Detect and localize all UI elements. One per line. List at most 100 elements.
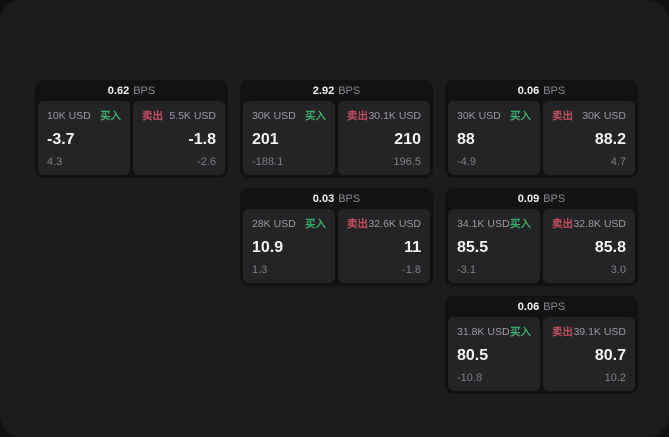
sell-panel-top: 卖出 30K USD	[552, 108, 626, 123]
buy-panel-top: 34.1K USD 买入	[457, 216, 531, 231]
buy-tag[interactable]: 买入	[305, 110, 326, 122]
sell-panel[interactable]: 卖出 5.5K USD -1.8 -2.6	[133, 101, 225, 175]
bps-value: 0.06	[517, 300, 540, 313]
sell-sub-value: 196.5	[393, 156, 421, 168]
buy-panel-top: 31.8K USD 买入	[457, 324, 531, 339]
sell-panel[interactable]: 卖出 30.1K USD 210 196.5	[338, 101, 430, 175]
sell-panel-top: 卖出 32.6K USD	[347, 216, 421, 231]
sell-panel-top: 卖出 39.1K USD	[552, 324, 626, 339]
sell-tag[interactable]: 卖出	[552, 326, 573, 338]
sell-price: 85.8	[594, 239, 626, 256]
buy-panel[interactable]: 34.1K USD 买入 85.5 -3.1	[448, 209, 540, 283]
buy-price: 88	[457, 131, 475, 148]
sell-panel[interactable]: 卖出 32.6K USD 11 -1.8	[338, 209, 430, 283]
card-header: 0.09 BPS	[445, 188, 638, 209]
quote-card[interactable]: 0.03 BPS 28K USD 买入 10.9 1.3 卖出 32.6K US…	[240, 188, 433, 286]
sell-tag[interactable]: 卖出	[347, 110, 368, 122]
buy-price: 10.9	[252, 239, 284, 256]
buy-price: 80.5	[457, 347, 489, 364]
buy-price: 85.5	[457, 239, 489, 256]
quote-card[interactable]: 0.06 BPS 30K USD 买入 88 -4.9 卖出 30K USD 8…	[445, 80, 638, 178]
buy-tag[interactable]: 买入	[510, 218, 531, 230]
sell-amount: 32.8K USD	[573, 217, 626, 230]
bps-unit-label: BPS	[133, 84, 156, 97]
sell-price: 210	[394, 131, 421, 148]
card-header: 0.03 BPS	[240, 188, 433, 209]
bps-value: 0.03	[312, 192, 335, 205]
buy-amount: 31.8K USD	[457, 325, 510, 338]
buy-panel-top: 30K USD 买入	[457, 108, 531, 123]
buy-amount: 34.1K USD	[457, 217, 510, 230]
sell-panel-top: 卖出 5.5K USD	[142, 108, 216, 123]
buy-amount: 28K USD	[252, 217, 296, 230]
sell-tag[interactable]: 卖出	[347, 218, 368, 230]
sell-sub-value: 10.2	[604, 372, 626, 384]
quote-card[interactable]: 2.92 BPS 30K USD 买入 201 -188.1 卖出 30.1K …	[240, 80, 433, 178]
sell-amount: 32.6K USD	[368, 217, 421, 230]
buy-sub-value: -3.1	[457, 264, 476, 276]
buy-sub-value: -10.8	[457, 372, 483, 384]
card-body: 28K USD 买入 10.9 1.3 卖出 32.6K USD 11 -1.8	[240, 209, 433, 286]
buy-panel[interactable]: 31.8K USD 买入 80.5 -10.8	[448, 317, 540, 391]
sell-sub-value: -1.8	[402, 264, 421, 276]
bps-value: 0.09	[517, 192, 540, 205]
sell-amount: 39.1K USD	[573, 325, 626, 338]
quote-cards-grid: 0.62 BPS 10K USD 买入 -3.7 4.3 卖出 5.5K USD…	[35, 80, 638, 394]
bps-value: 0.62	[107, 84, 130, 97]
sell-panel-top: 卖出 32.8K USD	[552, 216, 626, 231]
buy-sub-value: -188.1	[252, 156, 284, 168]
sell-panel[interactable]: 卖出 32.8K USD 85.8 3.0	[543, 209, 635, 283]
bps-value: 0.06	[517, 84, 540, 97]
buy-sub-value: 4.3	[47, 156, 63, 168]
quote-card[interactable]: 0.06 BPS 31.8K USD 买入 80.5 -10.8 卖出 39.1…	[445, 296, 638, 394]
buy-tag[interactable]: 买入	[510, 110, 531, 122]
buy-panel-top: 28K USD 买入	[252, 216, 326, 231]
buy-panel[interactable]: 30K USD 买入 201 -188.1	[243, 101, 335, 175]
sell-tag[interactable]: 卖出	[142, 110, 163, 122]
buy-price: 201	[252, 131, 279, 148]
buy-sub-value: 1.3	[252, 264, 268, 276]
sell-tag[interactable]: 卖出	[552, 218, 573, 230]
card-body: 31.8K USD 买入 80.5 -10.8 卖出 39.1K USD 80.…	[445, 317, 638, 394]
card-body: 30K USD 买入 201 -188.1 卖出 30.1K USD 210 1…	[240, 101, 433, 178]
card-body: 30K USD 买入 88 -4.9 卖出 30K USD 88.2 4.7	[445, 101, 638, 178]
buy-tag[interactable]: 买入	[510, 326, 531, 338]
buy-sub-value: -4.9	[457, 156, 476, 168]
buy-panel-top: 30K USD 买入	[252, 108, 326, 123]
sell-amount: 30K USD	[582, 109, 626, 122]
bps-unit-label: BPS	[543, 192, 566, 205]
buy-price: -3.7	[47, 131, 75, 148]
sell-price: 80.7	[594, 347, 626, 364]
card-header: 2.92 BPS	[240, 80, 433, 101]
bps-unit-label: BPS	[338, 192, 361, 205]
buy-panel[interactable]: 30K USD 买入 88 -4.9	[448, 101, 540, 175]
bps-unit-label: BPS	[543, 300, 566, 313]
buy-panel-top: 10K USD 买入	[47, 108, 121, 123]
buy-amount: 30K USD	[252, 109, 296, 122]
sell-price: 11	[404, 239, 421, 256]
quote-card[interactable]: 0.09 BPS 34.1K USD 买入 85.5 -3.1 卖出 32.8K…	[445, 188, 638, 286]
bps-unit-label: BPS	[338, 84, 361, 97]
sell-amount: 5.5K USD	[169, 109, 216, 122]
buy-amount: 10K USD	[47, 109, 91, 122]
buy-panel[interactable]: 10K USD 买入 -3.7 4.3	[38, 101, 130, 175]
sell-panel-top: 卖出 30.1K USD	[347, 108, 421, 123]
buy-amount: 30K USD	[457, 109, 501, 122]
sell-sub-value: 4.7	[610, 156, 626, 168]
sell-panel[interactable]: 卖出 30K USD 88.2 4.7	[543, 101, 635, 175]
buy-tag[interactable]: 买入	[305, 218, 326, 230]
card-header: 0.06 BPS	[445, 296, 638, 317]
card-body: 10K USD 买入 -3.7 4.3 卖出 5.5K USD -1.8 -2.…	[35, 101, 228, 178]
sell-price: -1.8	[188, 131, 216, 148]
card-header: 0.62 BPS	[35, 80, 228, 101]
quote-card[interactable]: 0.62 BPS 10K USD 买入 -3.7 4.3 卖出 5.5K USD…	[35, 80, 228, 178]
sell-tag[interactable]: 卖出	[552, 110, 573, 122]
buy-panel[interactable]: 28K USD 买入 10.9 1.3	[243, 209, 335, 283]
buy-tag[interactable]: 买入	[100, 110, 121, 122]
sell-sub-value: 3.0	[610, 264, 626, 276]
sell-amount: 30.1K USD	[368, 109, 421, 122]
card-body: 34.1K USD 买入 85.5 -3.1 卖出 32.8K USD 85.8…	[445, 209, 638, 286]
sell-panel[interactable]: 卖出 39.1K USD 80.7 10.2	[543, 317, 635, 391]
bps-value: 2.92	[312, 84, 335, 97]
